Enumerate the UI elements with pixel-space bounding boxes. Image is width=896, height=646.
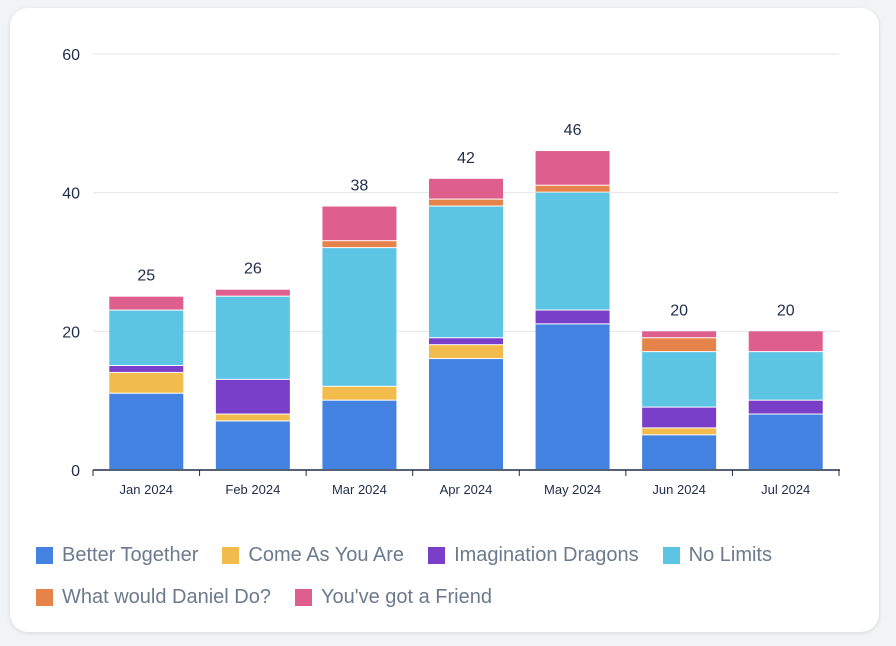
bar-segment[interactable]	[642, 407, 717, 428]
bar-total-label: 25	[137, 268, 155, 285]
bar-segment[interactable]	[322, 400, 397, 469]
bar-segment[interactable]	[429, 338, 503, 345]
bar-segment[interactable]	[429, 345, 503, 359]
bar-segment[interactable]	[109, 310, 184, 365]
legend-item[interactable]: No Limits	[662, 543, 772, 567]
bar-segment[interactable]	[322, 386, 397, 400]
x-tick-label: Mar 2024	[332, 482, 387, 497]
bar-segment[interactable]	[642, 331, 717, 338]
bar-segment[interactable]	[109, 372, 184, 393]
legend-swatch	[36, 588, 53, 606]
bar-segment[interactable]	[322, 206, 397, 241]
bar-segment[interactable]	[215, 421, 290, 469]
legend-item[interactable]: Better Together	[36, 543, 198, 567]
legend-swatch	[662, 546, 680, 564]
bar-segment[interactable]	[642, 352, 717, 407]
chart-card: 0 20 40 60 25 Jan 2024 26 Feb 2024 38 Mar 2024 42 A…	[10, 8, 879, 632]
legend-label: No Limits	[688, 543, 772, 566]
bar-segment[interactable]	[535, 151, 610, 185]
y-tick-label: 0	[71, 463, 80, 480]
bar-segment[interactable]	[642, 338, 717, 352]
chart-legend: Better Together Come As You Are Imaginatio…	[36, 543, 876, 609]
x-tick-label: Jul 2024	[761, 482, 810, 497]
legend-item[interactable]: Imagination Dragons	[428, 543, 639, 567]
bar-segment[interactable]	[642, 435, 717, 469]
bar-segment[interactable]	[429, 178, 503, 199]
bar-segment[interactable]	[429, 199, 503, 206]
bar-segment[interactable]	[748, 352, 823, 400]
legend-item[interactable]: What would Daniel Do?	[36, 585, 271, 609]
bar-segment[interactable]	[109, 393, 184, 469]
legend-label: You've got a Friend	[321, 585, 492, 608]
bar-segment[interactable]	[322, 248, 397, 386]
bar-total-label: 20	[670, 302, 688, 319]
bar-total-label: 42	[457, 150, 475, 167]
bar-segment[interactable]	[215, 379, 290, 414]
bar-total-label: 46	[564, 122, 582, 139]
bar-total-label: 38	[351, 178, 369, 195]
x-tick-label: May 2024	[544, 482, 601, 497]
legend-label: Come As You Are	[248, 543, 405, 566]
legend-label: Imagination Dragons	[454, 543, 639, 566]
bar-segment[interactable]	[642, 428, 717, 435]
bar-segment[interactable]	[535, 310, 610, 324]
legend-label: What would Daniel Do?	[62, 585, 271, 608]
legend-item[interactable]: Come As You Are	[222, 543, 404, 567]
stacked-bar-chart: 0 20 40 60 25 Jan 2024 26 Feb 2024 38 Mar 2024 42 A…	[62, 47, 840, 497]
x-tick-label: Jan 2024	[120, 482, 174, 497]
bar-segment[interactable]	[109, 296, 184, 310]
bar-segment[interactable]	[535, 324, 610, 469]
bar-segment[interactable]	[215, 289, 290, 296]
legend-swatch	[428, 546, 446, 564]
legend-label: Better Together	[62, 543, 199, 566]
bar-segment[interactable]	[535, 192, 610, 310]
legend-swatch	[222, 546, 240, 564]
y-tick-label: 40	[62, 186, 80, 203]
legend-swatch	[36, 546, 53, 564]
x-tick-label: Apr 2024	[440, 482, 493, 497]
y-tick-label: 20	[62, 324, 80, 341]
bar-segment[interactable]	[748, 414, 823, 469]
bar-segment[interactable]	[322, 241, 397, 248]
x-tick-label: Feb 2024	[225, 482, 280, 497]
x-tick-label: Jun 2024	[652, 482, 706, 497]
legend-swatch	[295, 588, 312, 606]
bar-segment[interactable]	[215, 414, 290, 421]
y-tick-label: 60	[62, 47, 80, 64]
bar-total-label: 20	[777, 302, 795, 319]
bar-segment[interactable]	[535, 185, 610, 192]
legend-item[interactable]: You've got a Friend	[295, 585, 492, 609]
bar-total-label: 26	[244, 261, 262, 278]
bar-segment[interactable]	[429, 206, 503, 338]
bar-segment[interactable]	[109, 366, 184, 372]
bar-segment[interactable]	[429, 359, 503, 469]
bar-segment[interactable]	[215, 296, 290, 379]
bar-segment[interactable]	[748, 331, 823, 352]
bar-segment[interactable]	[748, 400, 823, 414]
